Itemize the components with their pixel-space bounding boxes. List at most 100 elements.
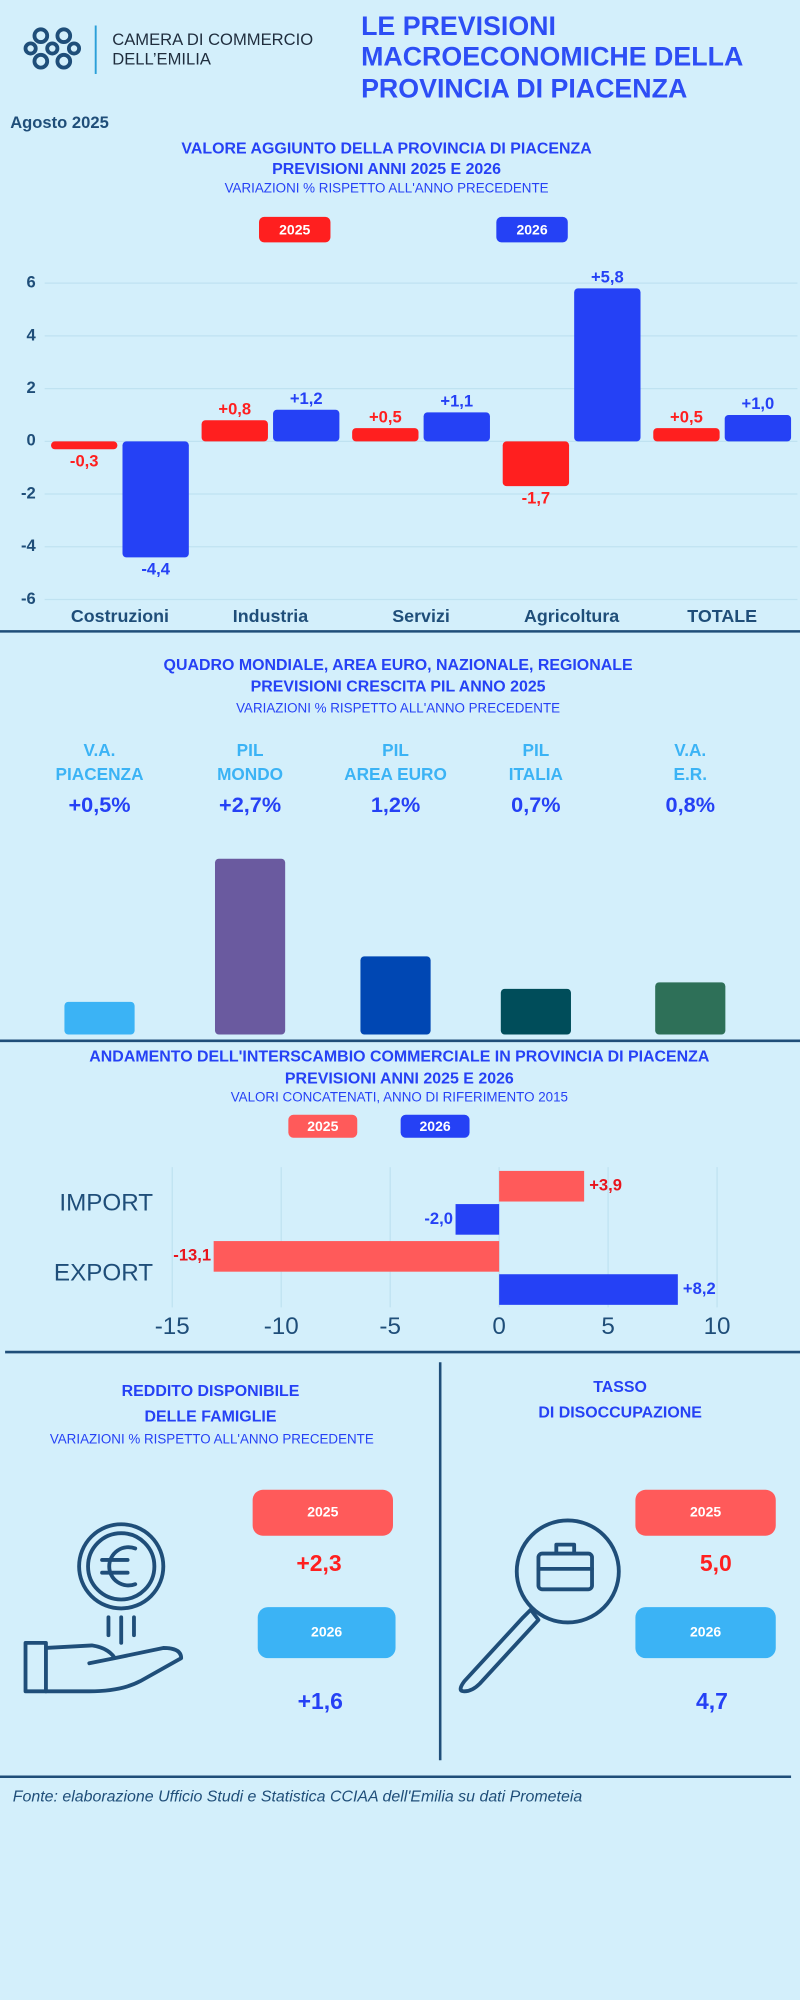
bar bbox=[273, 409, 340, 442]
y-tick-label: 6 bbox=[26, 273, 35, 292]
x-tick-label: Costruzioni bbox=[71, 606, 169, 626]
data-label: 1,2% bbox=[371, 792, 420, 817]
section-title: TASSO bbox=[593, 1379, 647, 1396]
legend-swatch bbox=[259, 216, 331, 243]
category-label: ITALIA bbox=[509, 764, 563, 784]
euro-hand-icon bbox=[23, 1522, 184, 1694]
legend-label: 2025 bbox=[279, 222, 310, 238]
bar bbox=[500, 988, 571, 1035]
year-pill bbox=[635, 1607, 776, 1659]
section-subtitle: VARIAZIONI % RISPETTO ALL'ANNO PRECEDENT… bbox=[50, 1432, 374, 1447]
x-tick-label: -15 bbox=[155, 1313, 190, 1340]
section-title: REDDITO DISPONIBILE bbox=[122, 1383, 300, 1400]
bar bbox=[724, 414, 792, 442]
logo-text: CAMERA DI COMMERCIO bbox=[112, 30, 313, 49]
data-label: +2,7% bbox=[219, 792, 281, 817]
bar bbox=[502, 441, 570, 487]
data-label: +1,0 bbox=[742, 394, 775, 413]
category-label: V.A. bbox=[84, 740, 116, 760]
data-label: +0,8 bbox=[218, 399, 251, 418]
bar bbox=[360, 956, 431, 1035]
source-note: Fonte: elaborazione Ufficio Studi e Stat… bbox=[13, 1788, 583, 1805]
y-tick-label: -6 bbox=[21, 589, 36, 608]
category-label: PIL bbox=[522, 740, 549, 760]
chart-title: PREVISIONI ANNI 2025 E 2026 bbox=[285, 1070, 514, 1087]
year-pill bbox=[257, 1607, 396, 1659]
y-tick-label: 0 bbox=[26, 431, 35, 450]
bar bbox=[64, 1001, 135, 1035]
y-tick-label: 4 bbox=[26, 325, 36, 344]
year-label: 2026 bbox=[690, 1623, 721, 1639]
logo-text: DELL’EMILIA bbox=[112, 49, 212, 68]
data-label: 0,7% bbox=[511, 792, 560, 817]
legend-swatch bbox=[496, 216, 568, 243]
legend-label: 2026 bbox=[419, 1118, 450, 1134]
bar bbox=[499, 1170, 585, 1202]
magnifier-icon bbox=[458, 1518, 621, 1694]
chart-subtitle: VALORI CONCATENATI, ANNO DI RIFERIMENTO … bbox=[231, 1090, 568, 1105]
x-tick-label: Industria bbox=[233, 606, 309, 626]
kpi-value: 5,0 bbox=[700, 1550, 732, 1576]
category-label: PIACENZA bbox=[56, 764, 144, 784]
x-tick-label: 10 bbox=[704, 1313, 731, 1340]
bar bbox=[653, 428, 720, 442]
y-tick-label: -2 bbox=[21, 483, 36, 502]
bar bbox=[655, 982, 726, 1035]
legend-label: 2025 bbox=[307, 1118, 338, 1134]
data-label: +0,5% bbox=[68, 792, 130, 817]
data-label: +0,5 bbox=[369, 407, 402, 426]
kpi-value: +2,3 bbox=[296, 1550, 341, 1576]
section-title: DELLE FAMIGLIE bbox=[145, 1408, 277, 1425]
kpi-value: +1,6 bbox=[298, 1688, 343, 1714]
x-tick-label: 5 bbox=[601, 1313, 614, 1340]
y-tick-label: 2 bbox=[26, 378, 35, 397]
x-tick-label: 0 bbox=[492, 1313, 505, 1340]
x-tick-label: Servizi bbox=[392, 606, 450, 626]
data-label: +1,2 bbox=[290, 389, 323, 408]
bar bbox=[213, 1241, 500, 1272]
bar bbox=[455, 1204, 500, 1235]
chart-title: PREVISIONI CRESCITA PIL ANNO 2025 bbox=[251, 679, 546, 696]
data-label: -2,0 bbox=[424, 1209, 453, 1228]
data-label: +5,8 bbox=[591, 268, 624, 287]
category-label: E.R. bbox=[674, 764, 708, 784]
bar bbox=[201, 420, 268, 442]
legend-swatch bbox=[288, 1114, 358, 1138]
year-label: 2025 bbox=[690, 1503, 721, 1519]
x-tick-label: -10 bbox=[264, 1313, 299, 1340]
chart-title: PREVISIONI ANNI 2025 E 2026 bbox=[272, 161, 501, 178]
legend-label: 2026 bbox=[516, 222, 547, 238]
bar bbox=[214, 858, 286, 1035]
y-tick-label: -4 bbox=[21, 536, 37, 555]
bar bbox=[499, 1274, 678, 1305]
bar bbox=[423, 412, 490, 442]
data-label: -0,3 bbox=[70, 451, 99, 470]
page-title: MACROECONOMICHE DELLA bbox=[361, 42, 743, 72]
y-tick-label: EXPORT bbox=[54, 1260, 153, 1287]
category-label: PIL bbox=[382, 740, 409, 760]
bar bbox=[122, 441, 189, 558]
category-label: PIL bbox=[237, 740, 264, 760]
x-tick-label: -5 bbox=[379, 1313, 401, 1340]
data-label: +8,2 bbox=[683, 1279, 716, 1298]
x-tick-label: Agricoltura bbox=[524, 606, 620, 626]
date: Agosto 2025 bbox=[10, 113, 109, 132]
data-label: +1,1 bbox=[440, 392, 473, 411]
year-label: 2025 bbox=[307, 1503, 338, 1519]
data-label: -1,7 bbox=[522, 488, 551, 507]
page-title: LE PREVISIONI bbox=[361, 11, 556, 41]
data-label: -13,1 bbox=[173, 1246, 211, 1265]
category-label: MONDO bbox=[217, 764, 283, 784]
data-label: +3,9 bbox=[589, 1176, 622, 1195]
logo-icon bbox=[23, 27, 82, 70]
x-tick-label: TOTALE bbox=[687, 606, 757, 626]
chart-subtitle: VARIAZIONI % RISPETTO ALL'ANNO PRECEDENT… bbox=[225, 180, 549, 195]
chart-title: QUADRO MONDIALE, AREA EURO, NAZIONALE, R… bbox=[164, 657, 633, 674]
category-label: V.A. bbox=[674, 740, 706, 760]
data-label: +0,5 bbox=[670, 407, 703, 426]
year-label: 2026 bbox=[311, 1623, 342, 1639]
section-title: DI DISOCCUPAZIONE bbox=[538, 1404, 702, 1421]
